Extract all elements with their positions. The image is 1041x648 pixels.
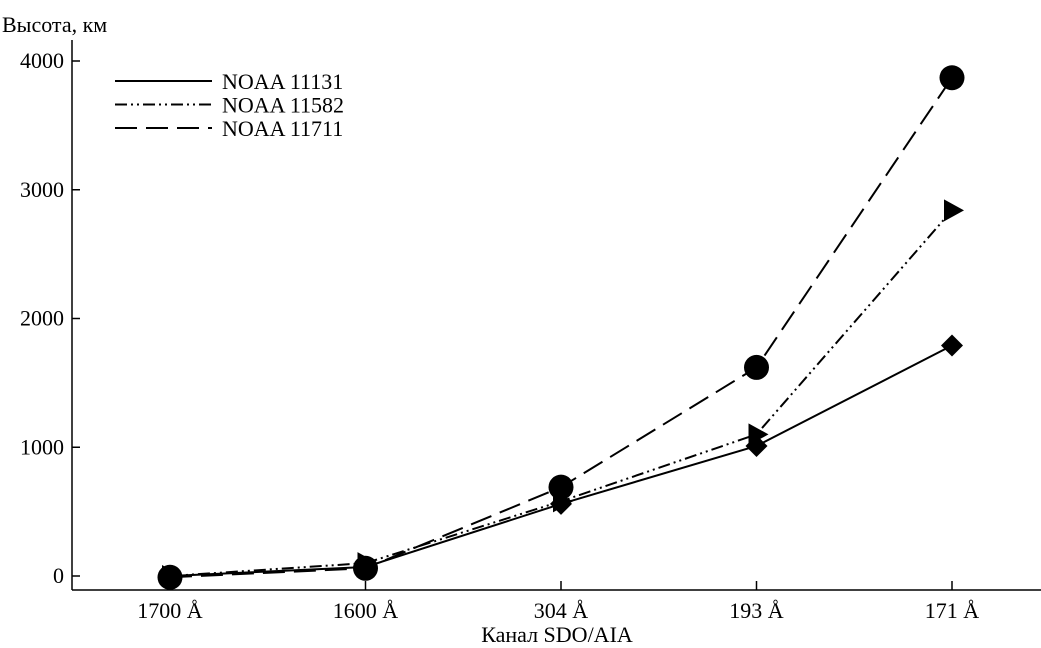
x-tick-label: 304 Å [534, 598, 589, 623]
axes: 0 1000 2000 3000 4000 1700 Å 1600 Å 304 Å 193 Å 1… [20, 40, 1041, 623]
y-tick-label: 1000 [20, 434, 64, 459]
data-point [748, 423, 769, 446]
y-tick-label: 4000 [20, 48, 64, 73]
data-point [548, 474, 574, 500]
x-tick-label: 1600 Å [333, 598, 399, 623]
data-point [939, 65, 965, 91]
x-tick-label: 1700 Å [137, 598, 203, 623]
legend-label: NOAA 11131 [222, 69, 343, 94]
data-point [744, 354, 769, 380]
series-line [169, 344, 953, 577]
x-tick-label: 171 Å [925, 598, 980, 623]
y-tick-label: 3000 [20, 177, 64, 202]
data-point [944, 199, 964, 222]
data-point [353, 555, 378, 581]
series-line [169, 209, 953, 577]
y-axis-title: Высота, км [2, 12, 107, 37]
data-point [941, 334, 963, 357]
legend-label: NOAA 11582 [222, 93, 344, 118]
series-noaa-11131 [159, 334, 963, 587]
series-noaa-11711 [157, 65, 965, 590]
y-tick-label: 2000 [20, 306, 64, 331]
data-point [157, 564, 183, 590]
x-tick-label: 193 Å [729, 598, 784, 623]
series-noaa-11582 [162, 199, 964, 587]
legend-label: NOAA 11711 [222, 116, 343, 141]
x-axis-title: Канал SDO/AIA [481, 622, 633, 647]
series-layer [157, 65, 965, 590]
y-tick-label: 0 [53, 563, 64, 588]
